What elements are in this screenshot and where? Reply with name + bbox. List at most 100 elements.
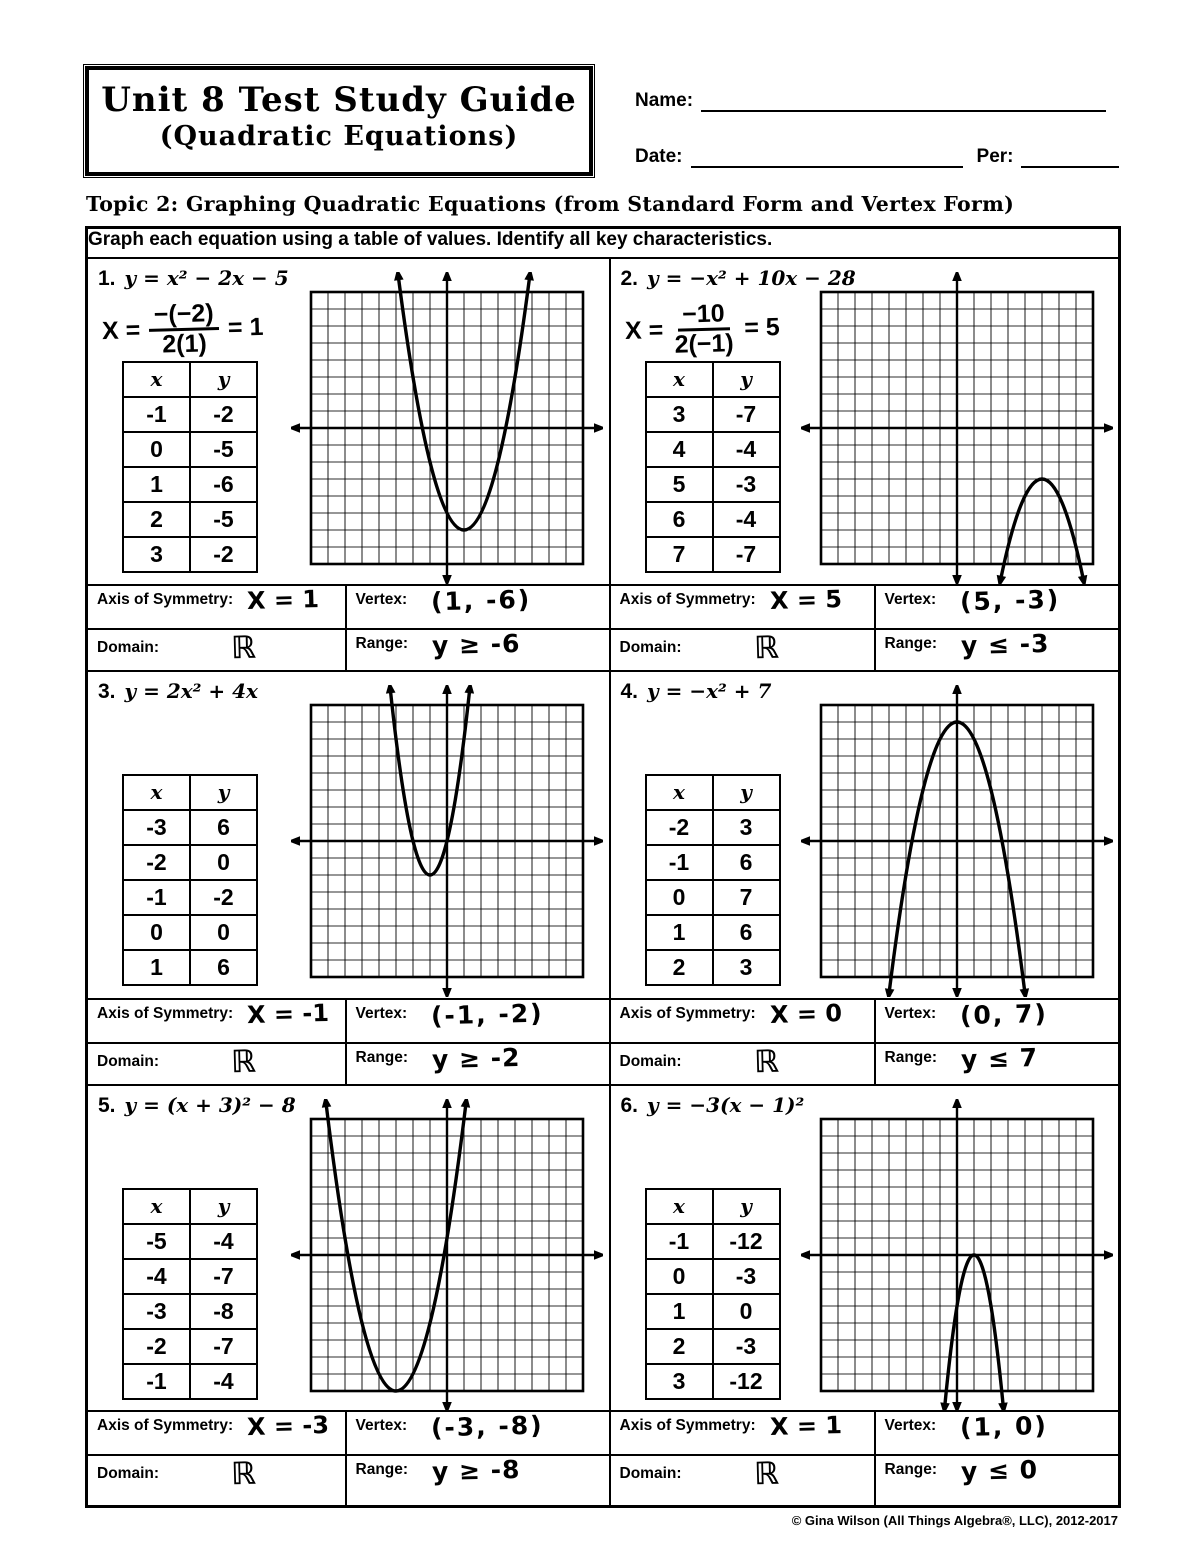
xy-y-value: -2 — [189, 397, 256, 431]
axis-of-symmetry-label: Axis of Symmetry: — [619, 590, 756, 608]
problem-equation: y = x² − 2x − 5 — [124, 265, 289, 290]
fraction-numerator: −10 — [676, 299, 730, 332]
xy-y-value: -8 — [189, 1294, 256, 1328]
xy-x-value: 1 — [672, 918, 686, 945]
domain-value: ℝ — [230, 1455, 257, 1492]
problem-3-cell: 3. y = 2x² + 4x x y -3 6 -2 0 -1 -2 0 0 1 6 — [85, 669, 611, 1000]
problem-equation: y = 2x² + 4x — [124, 678, 258, 703]
problem-1-cell: 1. y = x² − 2x − 5 X = −(−2) 2(1) = 1 x y -1… — [85, 256, 611, 586]
problem-1-equation-line: 1. y = x² − 2x − 5 — [89, 260, 608, 291]
xy-header-y: y — [189, 1189, 256, 1223]
title-box: Unit 8 Test Study Guide (Quadratic Equat… — [85, 66, 593, 176]
problem-number: 2. — [620, 266, 639, 290]
xy-row: -5 -4 — [124, 1222, 256, 1258]
axis-of-symmetry-label: Axis of Symmetry: — [97, 1004, 234, 1022]
vertex-cell-2: Vertex: (5, -3) — [873, 583, 1121, 630]
xy-row: -2 -7 — [124, 1327, 256, 1363]
work-result: = 5 — [743, 312, 780, 342]
date-blank-line — [690, 144, 963, 168]
xy-y-value: -12 — [711, 1364, 779, 1398]
xy-x-value: -1 — [668, 848, 690, 875]
problem-3-equation-line: 3. y = 2x² + 4x — [89, 673, 608, 704]
xy-header-x: x — [150, 780, 163, 804]
xy-row: -3 -8 — [124, 1292, 256, 1328]
date-field: Date: Per: — [635, 144, 1121, 168]
xy-x-value: -2 — [146, 1332, 167, 1359]
axis-of-symmetry-value: X = -1 — [246, 998, 330, 1029]
xy-x-value: 7 — [672, 540, 686, 567]
xy-y-value: 3 — [711, 950, 779, 984]
name-field: Name: — [635, 88, 1113, 112]
vertex-cell-3: Vertex: (-1, -2) — [344, 997, 611, 1044]
domain-label: Domain: — [619, 1052, 682, 1070]
xy-row: 0 -3 — [646, 1257, 779, 1293]
fraction-denominator: 2(1) — [161, 328, 208, 359]
xy-x-value: 2 — [672, 953, 686, 980]
vertex-label: Vertex: — [355, 1417, 408, 1434]
period-blank-line — [1021, 144, 1120, 168]
xy-y-value: -7 — [711, 397, 779, 431]
xy-y-value: 3 — [711, 810, 779, 844]
xy-x-value: 3 — [672, 1367, 686, 1394]
xy-y-value: -2 — [189, 537, 256, 571]
parabola-graph — [290, 1098, 603, 1409]
range-cell-3: Range: y ≥ -2 — [344, 1041, 611, 1086]
xy-row: -2 3 — [646, 808, 779, 844]
instructions: Graph each equation using a table of val… — [85, 226, 1121, 259]
xy-x-value: -1 — [146, 1367, 167, 1394]
problem-equation: y = −x² + 10x − 28 — [647, 265, 856, 290]
problem-number: 3. — [98, 679, 116, 703]
vertex-cell-1: Vertex: (1, -6) — [344, 583, 611, 630]
fraction-numerator: −(−2) — [148, 299, 220, 332]
axis-of-symmetry-cell-6: Axis of Symmetry: X = 1 — [608, 1409, 876, 1456]
xy-x-value: -3 — [146, 1297, 167, 1324]
xy-y-value: 6 — [711, 915, 779, 949]
work-fraction: −(−2) 2(1) — [148, 299, 220, 359]
xy-x-value: 0 — [672, 1262, 686, 1289]
domain-value: ℝ — [753, 629, 779, 666]
xy-x-value: 3 — [672, 400, 686, 427]
xy-y-value: 0 — [189, 915, 256, 949]
xy-row: 5 -3 — [646, 465, 779, 501]
xy-x-value: 6 — [672, 505, 686, 532]
range-value: y ≤ 0 — [960, 1454, 1039, 1486]
problem-equation: y = (x + 3)² − 8 — [124, 1092, 296, 1117]
xy-y-value: -4 — [711, 432, 779, 466]
domain-cell-4: Domain: ℝ — [608, 1041, 876, 1086]
fraction-denominator: 2(−1) — [673, 328, 734, 359]
vertex-value: (5, -3) — [959, 584, 1061, 616]
domain-label: Domain: — [619, 1464, 682, 1482]
work-prefix: X = — [624, 315, 664, 345]
problem-equation: y = −x² + 7 — [647, 678, 772, 703]
xy-y-value: -4 — [189, 1224, 256, 1258]
domain-value: ℝ — [753, 1043, 779, 1080]
axis-of-symmetry-label: Axis of Symmetry: — [619, 1004, 756, 1022]
xy-row: -1 -2 — [124, 395, 256, 431]
xy-y-value: -3 — [711, 1329, 779, 1363]
xy-header-y: y — [711, 775, 779, 809]
xy-header-x: x — [150, 1194, 163, 1218]
work-prefix: X = — [101, 315, 141, 345]
xy-y-value: 6 — [189, 950, 256, 984]
xy-y-value: -4 — [711, 502, 779, 536]
parabola-graph — [290, 684, 603, 997]
problem-4-cell: 4. y = −x² + 7 x y -2 3 -1 6 0 7 1 6 2 3 — [608, 669, 1121, 1000]
xy-y-value: -7 — [711, 537, 779, 571]
range-value: y ≥ -2 — [431, 1042, 521, 1074]
range-cell-1: Range: y ≥ -6 — [344, 627, 611, 672]
xy-y-value: -4 — [189, 1364, 256, 1398]
xy-x-value: 1 — [150, 953, 163, 980]
xy-row: 4 -4 — [646, 430, 779, 466]
problem-number: 6. — [620, 1093, 639, 1117]
range-cell-4: Range: y ≤ 7 — [873, 1041, 1121, 1086]
xy-table: x y -2 3 -1 6 0 7 1 6 2 3 — [644, 773, 781, 986]
